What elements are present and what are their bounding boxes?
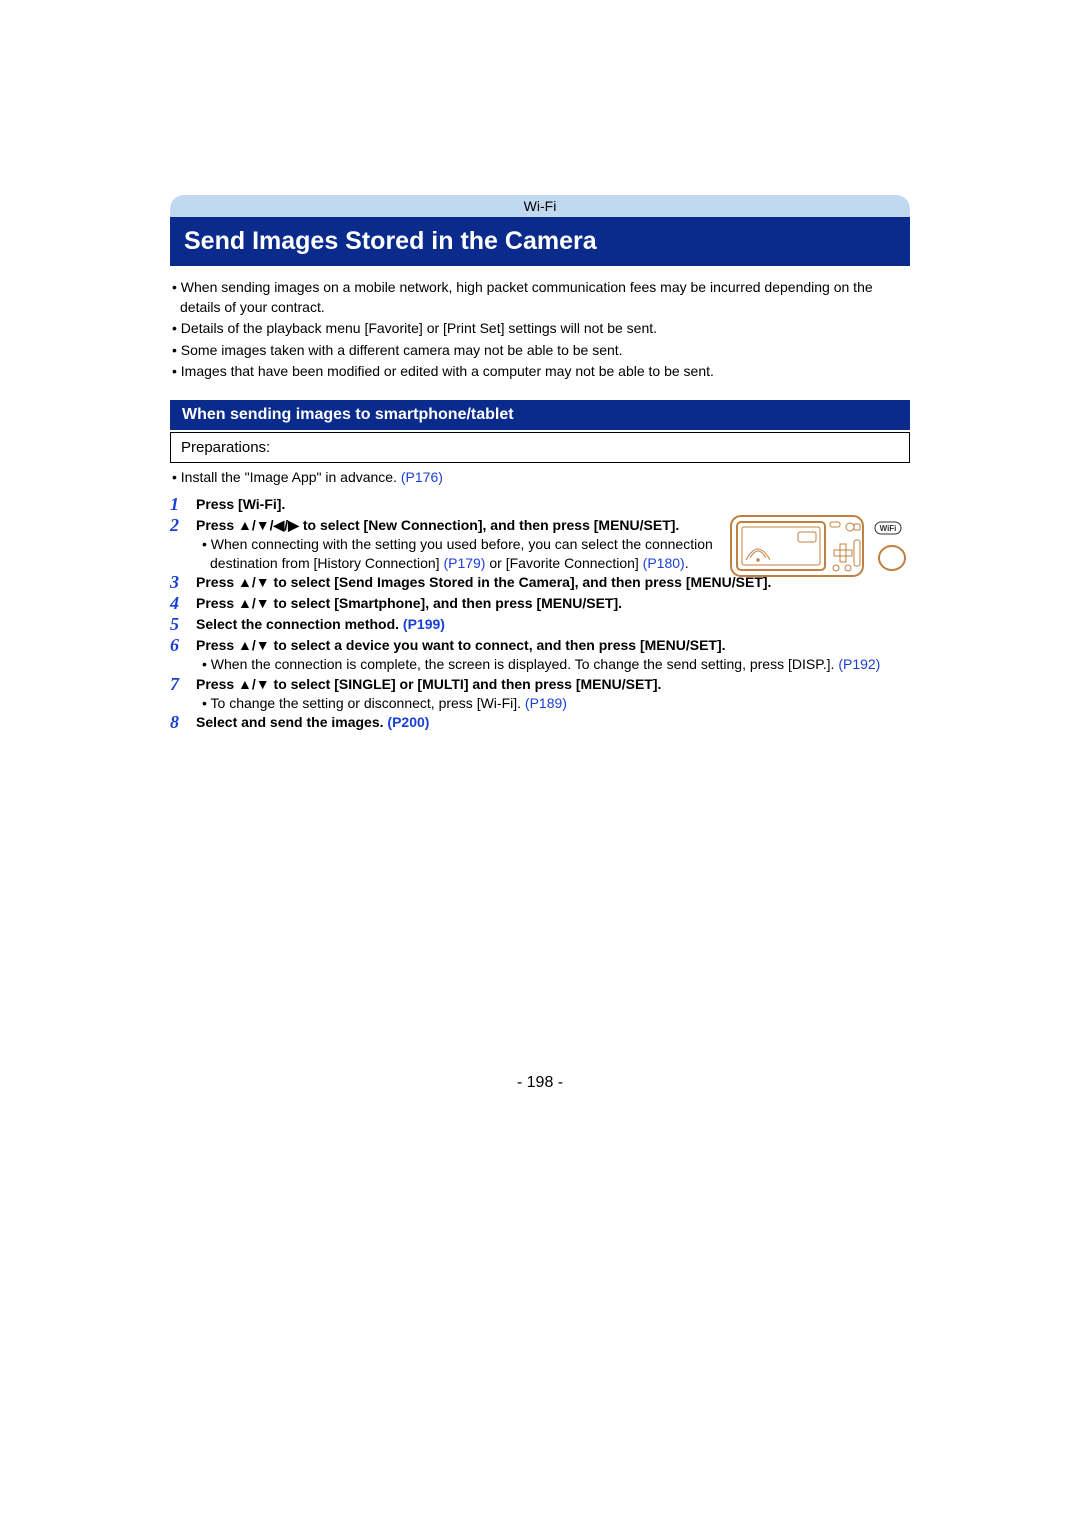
section-tag: Wi-Fi [170, 195, 910, 217]
bullet-item: • When sending images on a mobile networ… [170, 278, 910, 317]
prep-note-text: • Install the "Image App" in advance. [172, 469, 401, 485]
step-row: 7 Press ▲/▼ to select [SINGLE] or [MULTI… [170, 675, 910, 714]
intro-bullets: • When sending images on a mobile networ… [170, 278, 910, 382]
sub-text: • When the connection is complete, the s… [202, 656, 838, 672]
camera-illustration: WiFi [728, 510, 910, 580]
bullet-item: • Some images taken with a different cam… [170, 341, 910, 361]
bullet-item: • Details of the playback menu [Favorite… [170, 319, 910, 339]
page-link[interactable]: (P189) [525, 695, 567, 711]
step-number: 6 [170, 636, 196, 656]
step-number: 3 [170, 573, 196, 593]
step-row: 4 Press ▲/▼ to select [Smartphone], and … [170, 594, 910, 615]
bullet-text: Details of the playback menu [Favorite] … [181, 320, 657, 336]
sub-text: • To change the setting or disconnect, p… [202, 695, 525, 711]
camera-body-icon [731, 516, 863, 576]
step-subtext: • To change the setting or disconnect, p… [196, 694, 910, 713]
step-text: Press [Wi-Fi]. [196, 496, 285, 512]
page-number: - 198 - [170, 1074, 910, 1122]
step-number: 1 [170, 495, 196, 515]
page-link[interactable]: (P180) [643, 555, 685, 571]
wifi-button-icon: WiFi [875, 522, 905, 570]
step-row: 5 Select the connection method. (P199) [170, 615, 910, 636]
step-text: Press ▲/▼ to select a device you want to… [196, 637, 726, 653]
header: Wi-Fi Send Images Stored in the Camera [170, 195, 910, 266]
step-row: 6 Press ▲/▼ to select a device you want … [170, 636, 910, 675]
step-number: 5 [170, 615, 196, 635]
step-number: 7 [170, 675, 196, 695]
step-text: Press ▲/▼ to select [Smartphone], and th… [196, 595, 622, 611]
page-link[interactable]: (P199) [403, 616, 445, 632]
svg-text:WiFi: WiFi [880, 524, 897, 533]
bullet-text: Images that have been modified or edited… [181, 363, 714, 379]
step-text-prefix: Select the connection method. [196, 616, 403, 632]
preparations-box: Preparations: [170, 432, 910, 463]
step-row: 8 Select and send the images. (P200) [170, 713, 910, 734]
sub-text: or [Favorite Connection] [485, 555, 642, 571]
step-text: Press ▲/▼ to select [SINGLE] or [MULTI] … [196, 676, 661, 692]
step-text: Press ▲/▼ to select [Send Images Stored … [196, 574, 771, 590]
step-text: Press ▲/▼/◀/▶ to select [New Connection]… [196, 517, 679, 533]
page-link[interactable]: (P179) [443, 555, 485, 571]
step-number: 8 [170, 713, 196, 733]
sub-text: . [685, 555, 689, 571]
bullet-text: When sending images on a mobile network,… [180, 279, 873, 315]
page-content: Wi-Fi Send Images Stored in the Camera •… [170, 195, 910, 1122]
step-text-prefix: Select and send the images. [196, 714, 387, 730]
step-number: 4 [170, 594, 196, 614]
page-link[interactable]: (P200) [387, 714, 429, 730]
step-subtext: • When connecting with the setting you u… [196, 535, 720, 573]
section-heading: When sending images to smartphone/tablet [170, 400, 910, 430]
page-link[interactable]: (P192) [838, 656, 880, 672]
prep-note: • Install the "Image App" in advance. (P… [170, 463, 910, 495]
bullet-item: • Images that have been modified or edit… [170, 362, 910, 382]
page-title: Send Images Stored in the Camera [170, 217, 910, 266]
step-number: 2 [170, 516, 196, 536]
bullet-text: Some images taken with a different camer… [181, 342, 623, 358]
page-link[interactable]: (P176) [401, 469, 443, 485]
step-text: Select the connection method. (P199) [196, 616, 445, 632]
step-subtext: • When the connection is complete, the s… [196, 655, 910, 674]
step-text: Select and send the images. (P200) [196, 714, 429, 730]
